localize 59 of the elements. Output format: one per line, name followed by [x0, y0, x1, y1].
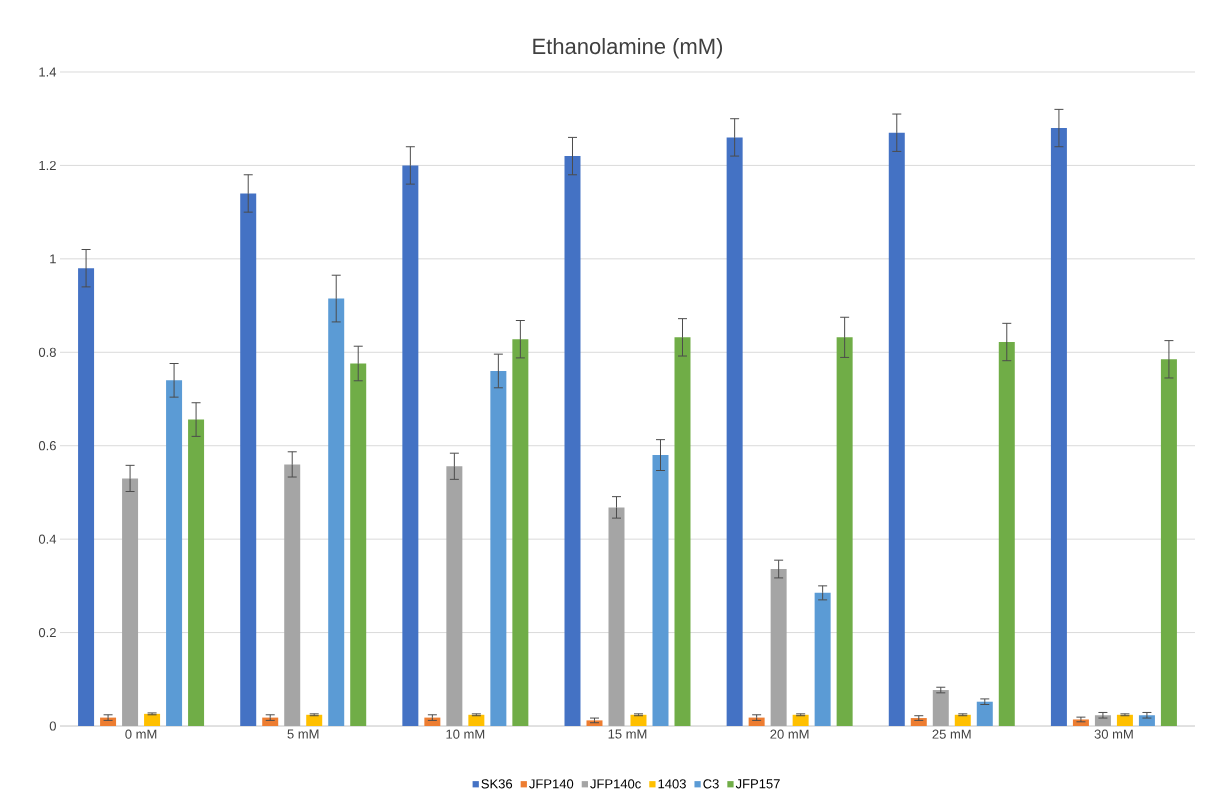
bar — [402, 165, 419, 726]
x-tick-label: 25 mM — [932, 729, 971, 739]
y-tick-label: 0.4 — [38, 534, 57, 544]
bar — [792, 714, 809, 726]
bar — [726, 137, 743, 726]
y-tick-label: 0.6 — [38, 441, 56, 451]
bar — [608, 507, 625, 726]
bar — [490, 370, 507, 726]
bar — [446, 466, 463, 726]
bar — [976, 701, 993, 726]
y-tick-label: 1.2 — [39, 160, 56, 170]
legend-label: C3 — [703, 779, 719, 789]
y-tick-label: 0.8 — [38, 347, 56, 357]
x-tick-label: 5 mM — [287, 729, 319, 739]
y-tick-label: 1.4 — [39, 67, 57, 77]
x-tick-label: 10 mM — [446, 729, 485, 739]
bar — [748, 717, 765, 726]
bar — [1050, 128, 1067, 726]
legend-label: JFP157 — [735, 779, 780, 789]
bar — [240, 193, 257, 726]
bar — [350, 363, 367, 726]
y-tick-label: 0.2 — [38, 627, 56, 638]
bar — [424, 717, 441, 726]
bar — [1160, 359, 1177, 726]
legend-label: 1403 — [658, 779, 686, 789]
bar — [1116, 714, 1133, 726]
bar — [468, 714, 485, 726]
x-tick-label: 30 mM — [1094, 729, 1133, 739]
bar — [144, 713, 161, 726]
x-tick-label: 20 mM — [770, 729, 809, 739]
y-tick-label: 0 — [49, 721, 56, 731]
bar — [512, 339, 529, 726]
bar — [166, 380, 183, 726]
legend-label: SK36 — [481, 779, 513, 789]
bar — [652, 455, 669, 726]
bar — [888, 132, 905, 726]
y-tick-label: 1 — [50, 254, 56, 264]
bar — [188, 419, 205, 726]
bar — [78, 268, 95, 726]
legend-label: JFP140c — [590, 779, 641, 789]
bar — [564, 156, 581, 726]
bar — [262, 717, 279, 726]
bar — [910, 718, 927, 726]
bar — [954, 714, 971, 726]
bar — [674, 337, 691, 726]
bar — [306, 714, 323, 726]
bar — [770, 569, 787, 726]
bar — [630, 714, 647, 726]
x-tick-label: 0 mM — [125, 729, 157, 739]
chart-title: Ethanolamine (mM) — [533, 37, 723, 59]
bar — [328, 298, 345, 726]
bar — [932, 690, 949, 726]
x-tick-label: 15 mM — [608, 729, 647, 739]
bar — [122, 478, 139, 726]
bar — [284, 464, 301, 726]
legend-label: JFP140 — [529, 779, 574, 789]
bar — [836, 337, 853, 726]
bar — [814, 592, 831, 726]
bar — [998, 342, 1015, 726]
